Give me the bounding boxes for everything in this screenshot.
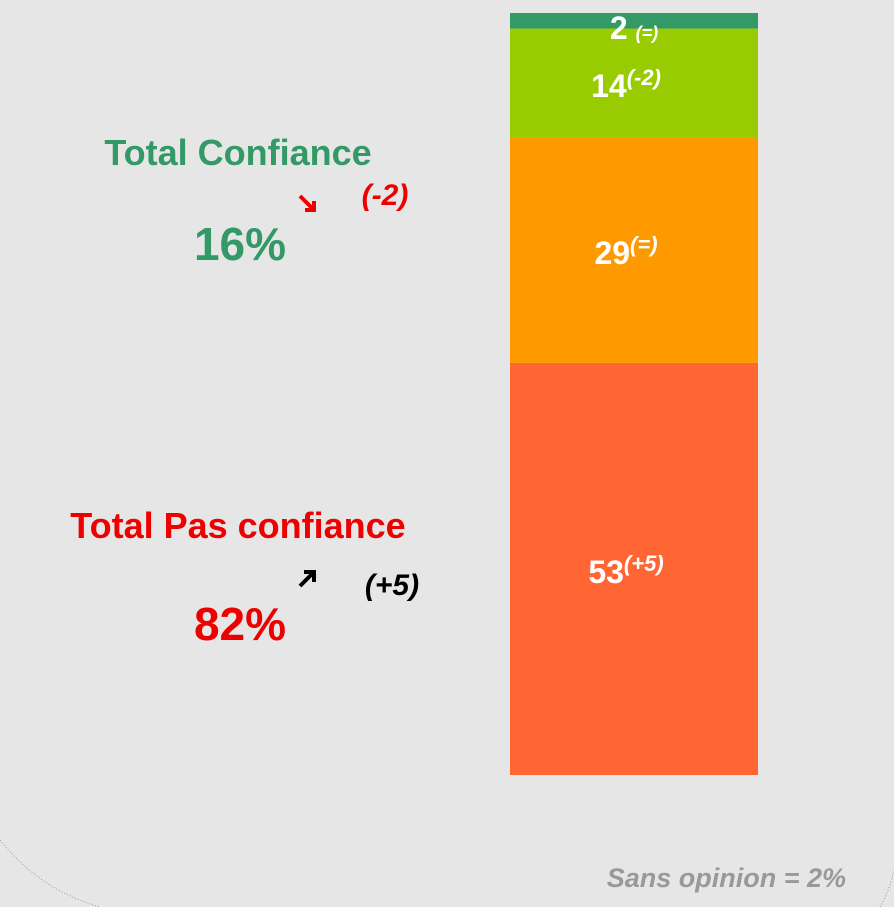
value-text: 29	[594, 235, 630, 271]
up-arrow	[298, 570, 316, 588]
frame-arc	[0, 839, 101, 907]
total-value: 16%	[194, 218, 286, 270]
value-label: 2 (=)	[610, 10, 658, 46]
frame-arc	[879, 869, 894, 907]
bar-segment	[510, 137, 758, 363]
total-change: (-2)	[362, 179, 409, 212]
value-label: 14(-2)	[591, 65, 661, 104]
value-label: 53(+5)	[588, 551, 663, 590]
value-text: 2	[610, 10, 628, 46]
bar-segment	[510, 362, 758, 775]
change-label: (-2)	[627, 65, 661, 90]
bar-segment	[510, 13, 758, 29]
value-text: 53	[588, 554, 624, 590]
change-label: (+5)	[624, 551, 664, 576]
total-value: 82%	[194, 598, 286, 650]
value-label: 29(=)	[594, 232, 657, 271]
note: Sans opinion = 2%	[607, 863, 846, 893]
total-label: Total Confiance	[104, 132, 371, 173]
value-text: 14	[591, 68, 627, 104]
total-label: Total Pas confiance	[70, 505, 405, 546]
total-change: (+5)	[365, 569, 419, 602]
change-label: (=)	[636, 23, 659, 43]
down-arrow	[298, 194, 316, 212]
bar-segment	[510, 28, 758, 138]
change-label: (=)	[630, 232, 658, 257]
